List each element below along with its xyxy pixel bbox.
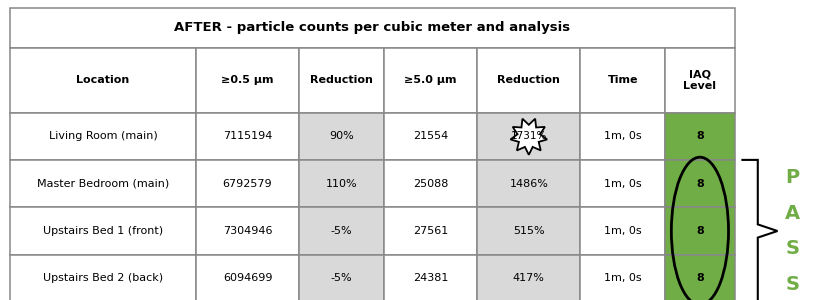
Text: S: S (785, 275, 800, 294)
Text: IAQ
Level: IAQ Level (683, 69, 717, 91)
Bar (477, 160, 580, 207)
Bar (299, 112, 383, 160)
Bar (299, 160, 383, 207)
Text: 8: 8 (696, 273, 704, 284)
Bar (665, 48, 735, 112)
Text: 1486%: 1486% (509, 178, 548, 189)
Bar (196, 207, 299, 255)
Text: 7115194: 7115194 (222, 131, 273, 141)
Text: 417%: 417% (513, 273, 545, 284)
Bar (196, 48, 299, 112)
Bar (665, 207, 735, 255)
Text: 515%: 515% (513, 226, 544, 236)
Bar (10, 207, 196, 255)
Text: -5%: -5% (331, 226, 352, 236)
Bar (477, 112, 580, 160)
Text: 110%: 110% (326, 178, 357, 189)
Text: Reduction: Reduction (498, 75, 560, 85)
Text: 21554: 21554 (413, 131, 448, 141)
Bar (665, 160, 735, 207)
Text: 1m, 0s: 1m, 0s (604, 226, 641, 236)
Bar (665, 112, 735, 160)
Bar (383, 160, 477, 207)
Bar (299, 255, 383, 300)
Text: 24381: 24381 (413, 273, 448, 284)
Bar (10, 112, 196, 160)
Bar (580, 255, 665, 300)
Text: P: P (785, 168, 800, 187)
Bar (10, 48, 196, 112)
Text: 1m, 0s: 1m, 0s (604, 178, 641, 189)
Bar (196, 160, 299, 207)
Text: -5%: -5% (331, 273, 352, 284)
Text: 6094699: 6094699 (222, 273, 273, 284)
Bar (383, 255, 477, 300)
Bar (196, 112, 299, 160)
Bar (580, 48, 665, 112)
Bar (580, 160, 665, 207)
Text: 1m, 0s: 1m, 0s (604, 273, 641, 284)
Bar (383, 112, 477, 160)
Text: 8: 8 (696, 226, 704, 236)
Text: Upstairs Bed 1 (front): Upstairs Bed 1 (front) (43, 226, 163, 236)
Text: Location: Location (76, 75, 130, 85)
Text: ≥0.5 μm: ≥0.5 μm (222, 75, 273, 85)
Text: S: S (785, 239, 800, 258)
Bar (10, 160, 196, 207)
Text: Upstairs Bed 2 (back): Upstairs Bed 2 (back) (43, 273, 163, 284)
Text: Master Bedroom (main): Master Bedroom (main) (37, 178, 169, 189)
Polygon shape (511, 119, 547, 155)
Bar (580, 207, 665, 255)
Text: 1731%: 1731% (511, 131, 547, 141)
Text: 27561: 27561 (413, 226, 448, 236)
Bar (477, 48, 580, 112)
Bar (10, 255, 196, 300)
Text: 7304946: 7304946 (222, 226, 273, 236)
Bar (10, 8, 735, 48)
Bar (477, 207, 580, 255)
Text: Living Room (main): Living Room (main) (48, 131, 158, 141)
Bar (196, 255, 299, 300)
Text: 90%: 90% (329, 131, 354, 141)
Text: 8: 8 (696, 178, 704, 189)
Bar (383, 207, 477, 255)
Text: Time: Time (608, 75, 638, 85)
Bar (580, 112, 665, 160)
Text: 6792579: 6792579 (222, 178, 273, 189)
Bar (299, 207, 383, 255)
Text: Reduction: Reduction (310, 75, 373, 85)
Text: 8: 8 (696, 131, 704, 141)
Bar (383, 48, 477, 112)
Bar (665, 255, 735, 300)
Text: ≥5.0 μm: ≥5.0 μm (404, 75, 456, 85)
Text: 25088: 25088 (413, 178, 448, 189)
Text: A: A (785, 204, 800, 223)
Text: AFTER - particle counts per cubic meter and analysis: AFTER - particle counts per cubic meter … (174, 21, 571, 34)
Text: 1m, 0s: 1m, 0s (604, 131, 641, 141)
Bar (477, 255, 580, 300)
Bar (299, 48, 383, 112)
